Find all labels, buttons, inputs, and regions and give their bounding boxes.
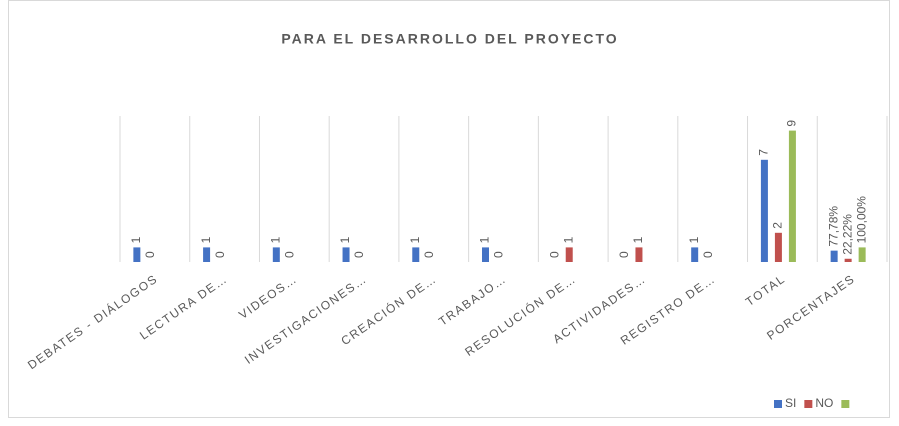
legend-swatch: [804, 400, 813, 408]
bar: [760, 159, 768, 262]
bar: [203, 247, 211, 262]
data-label: 22,22%: [840, 214, 854, 255]
data-label: 0: [352, 251, 366, 258]
legend-label: SI: [785, 396, 796, 410]
data-label: 1: [408, 236, 422, 243]
data-label: 1: [268, 236, 282, 243]
bar: [133, 247, 141, 262]
legend-label: NO: [815, 396, 833, 410]
bar: [342, 247, 350, 262]
data-label: 77,78%: [826, 206, 840, 247]
data-label: 0: [282, 251, 296, 258]
legend-swatch: [774, 400, 782, 408]
data-label: 0: [422, 251, 436, 258]
bar: [412, 247, 420, 262]
data-label: 0: [143, 251, 157, 258]
data-label: 0: [213, 251, 227, 258]
data-label: 7: [757, 149, 771, 156]
bar: [844, 258, 852, 262]
data-label: 1: [478, 236, 492, 243]
data-label: 9: [785, 120, 799, 127]
bar: [565, 247, 573, 262]
bar: [482, 247, 489, 262]
legend-swatch: [841, 400, 850, 408]
data-label: 0: [617, 251, 631, 258]
data-label: 2: [771, 222, 785, 229]
data-label: 1: [129, 236, 143, 243]
bar: [272, 247, 280, 262]
bar: [858, 247, 866, 262]
data-label: 1: [687, 236, 701, 243]
chart-border: [8, 0, 890, 418]
data-label: 1: [338, 236, 352, 243]
bar: [774, 232, 782, 262]
bar: [691, 247, 699, 262]
data-label: 100,00%: [854, 196, 868, 244]
chart-title: PARA EL DESARROLLO DEL PROYECTO: [281, 31, 618, 47]
data-label: 0: [547, 251, 561, 258]
bar: [830, 250, 838, 262]
data-label: 1: [199, 236, 213, 243]
data-label: 0: [492, 251, 506, 258]
data-label: 1: [561, 236, 575, 243]
data-label: 0: [701, 251, 715, 258]
bar: [788, 130, 796, 262]
data-label: 1: [631, 236, 645, 243]
bar: [635, 247, 643, 262]
